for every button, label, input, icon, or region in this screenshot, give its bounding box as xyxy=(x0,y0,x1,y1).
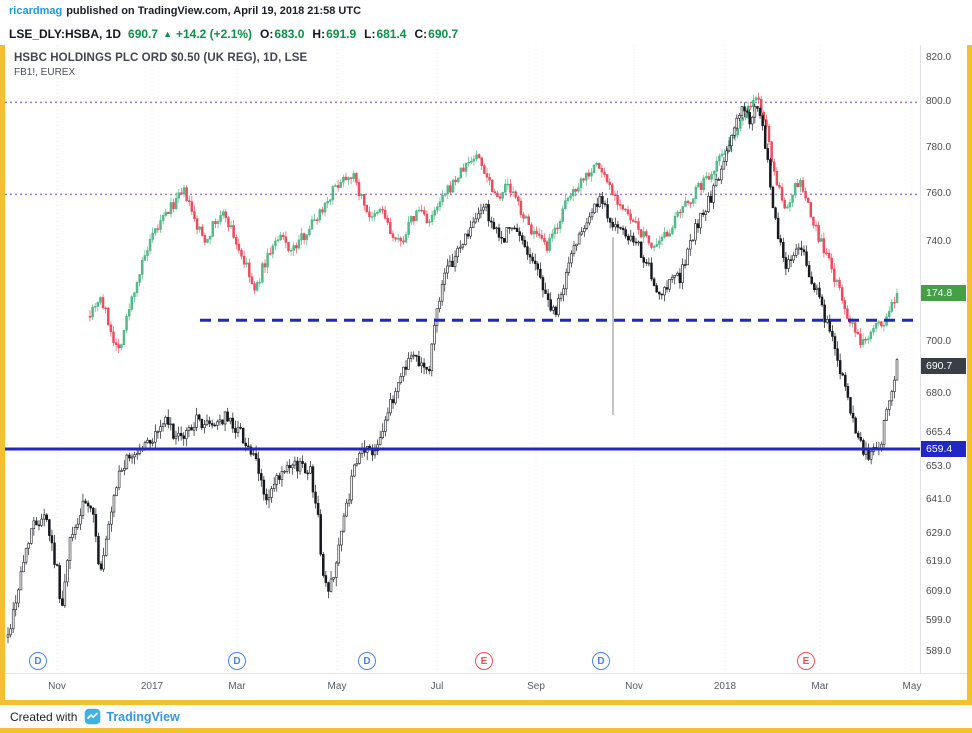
dividend-marker[interactable]: D xyxy=(358,652,376,670)
time-axis-label: Sep xyxy=(527,681,545,692)
price-axis-label: 665.4 xyxy=(926,426,952,438)
open-value: 683.0 xyxy=(274,26,305,41)
candle-series-bw xyxy=(6,102,899,644)
author-link[interactable]: ricardmag xyxy=(9,5,63,17)
chart-plot[interactable]: HSBC HOLDINGS PLC ORD $0.50 (UK REG), 1D… xyxy=(5,45,920,673)
low-value: 681.4 xyxy=(376,26,407,41)
price-axis-label: 599.0 xyxy=(926,615,952,627)
low-label: L: xyxy=(364,26,376,41)
price-axis-label: 800.0 xyxy=(926,96,952,108)
price-badge: 690.7 xyxy=(921,357,966,374)
earnings-marker[interactable]: E xyxy=(797,652,815,670)
time-axis[interactable]: Nov 2017 Mar May Jul Sep Nov 2018 Mar May xyxy=(5,673,967,700)
time-axis-label: Mar xyxy=(811,681,829,692)
dividend-marker[interactable]: D xyxy=(592,652,610,670)
price-axis-label: 760.0 xyxy=(926,188,952,200)
footer-bar: Created with TradingView xyxy=(0,705,972,733)
open-label: O: xyxy=(260,26,274,41)
time-axis-label: May xyxy=(327,681,347,692)
dividend-marker[interactable]: D xyxy=(29,652,47,670)
chart-wrapper: HSBC HOLDINGS PLC ORD $0.50 (UK REG), 1D… xyxy=(0,45,972,705)
price-axis-label: 609.0 xyxy=(926,585,952,597)
price-badge: 174.8 xyxy=(921,284,966,301)
price-axis-label: 589.0 xyxy=(926,645,952,657)
price-axis[interactable]: 820.0 800.0 780.0 760.0 740.0 700.0 680.0 665.4… xyxy=(920,45,967,673)
high-label: H: xyxy=(312,26,326,41)
time-axis-label: Jul xyxy=(430,681,444,692)
price-axis-label: 740.0 xyxy=(926,236,952,248)
earnings-marker[interactable]: E xyxy=(475,652,493,670)
close-label: C: xyxy=(414,26,428,41)
price-change: +14.2 (+2.1%) xyxy=(175,26,253,41)
time-axis-label: 2017 xyxy=(140,681,164,692)
created-with-text: Created with xyxy=(10,709,78,724)
price-axis-label: 680.0 xyxy=(926,387,952,399)
candle-series-rg xyxy=(88,92,899,354)
price-axis-label: 629.0 xyxy=(926,527,952,539)
tradingview-logo xyxy=(84,708,101,725)
up-arrow-icon: ▲ xyxy=(163,28,172,39)
price-axis-label: 653.0 xyxy=(926,460,952,472)
symbol-info-bar: LSE_DLY:HSBA, 1D 690.7 ▲ +14.2 (+2.1%) O… xyxy=(0,22,972,45)
last-price: 690.7 xyxy=(128,26,159,41)
close-value: 690.7 xyxy=(428,26,459,41)
time-axis-label: Nov xyxy=(625,681,643,692)
time-axis-label: Mar xyxy=(228,681,246,692)
time-axis-label: Nov xyxy=(48,681,66,692)
dividend-marker[interactable]: D xyxy=(228,652,246,670)
publisher-bar: ricardmag published on TradingView.com, … xyxy=(0,0,972,22)
price-axis-label: 641.0 xyxy=(926,493,952,505)
publisher-text: published on TradingView.com, April 19, … xyxy=(66,5,362,17)
price-axis-label: 780.0 xyxy=(926,141,952,153)
price-badge: 659.4 xyxy=(921,441,966,458)
price-axis-label: 619.0 xyxy=(926,556,952,568)
time-axis-label: May xyxy=(902,681,922,692)
price-chart-canvas[interactable] xyxy=(5,45,920,673)
tradingview-link[interactable]: TradingView xyxy=(106,709,180,724)
price-axis-label: 820.0 xyxy=(926,52,952,64)
price-axis-label: 700.0 xyxy=(926,335,952,347)
symbol-name: LSE_DLY:HSBA, 1D xyxy=(9,26,122,41)
chart-area: HSBC HOLDINGS PLC ORD $0.50 (UK REG), 1D… xyxy=(5,45,967,700)
time-axis-label: 2018 xyxy=(713,681,737,692)
high-value: 691.9 xyxy=(326,26,357,41)
